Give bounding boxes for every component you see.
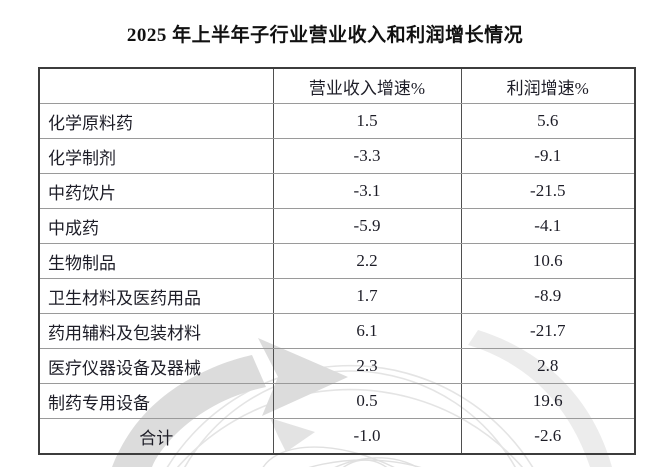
revenue-growth-value: 0.5: [272, 383, 462, 419]
profit-growth-value: 10.6: [460, 243, 636, 279]
row-label: 制药专用设备: [38, 383, 274, 419]
row-label: 中药饮片: [38, 173, 274, 209]
profit-growth-value: 19.6: [460, 383, 636, 419]
row-label-total: 合计: [38, 418, 274, 455]
row-label: 化学原料药: [38, 103, 274, 139]
profit-growth-value: 2.8: [460, 348, 636, 384]
row-label: 化学制剂: [38, 138, 274, 174]
revenue-growth-value: -5.9: [272, 208, 462, 244]
revenue-growth-value: -3.3: [272, 138, 462, 174]
table-row: 医疗仪器设备及器械 2.3 2.8: [38, 348, 636, 384]
profit-growth-value: -4.1: [460, 208, 636, 244]
table-row: 化学制剂 -3.3 -9.1: [38, 138, 636, 174]
revenue-growth-value: -3.1: [272, 173, 462, 209]
table-header-row: 营业收入增速% 利润增速%: [38, 67, 636, 104]
table-row: 卫生材料及医药用品 1.7 -8.9: [38, 278, 636, 314]
profit-growth-value: 5.6: [460, 103, 636, 139]
column-header-industry: [38, 67, 274, 104]
row-label: 药用辅料及包装材料: [38, 313, 274, 349]
profit-growth-value: -9.1: [460, 138, 636, 174]
profit-growth-value: -21.5: [460, 173, 636, 209]
column-header-revenue-growth: 营业收入增速%: [272, 67, 462, 104]
revenue-growth-value: 1.7: [272, 278, 462, 314]
profit-growth-total-value: -2.6: [460, 418, 636, 455]
revenue-growth-value: 2.3: [272, 348, 462, 384]
page-title: 2025 年上半年子行业营业收入和利润增长情况: [126, 25, 524, 46]
industry-growth-table: 营业收入增速% 利润增速% 化学原料药 1.5 5.6 化学制剂 -3.3 -9…: [38, 67, 636, 455]
revenue-growth-value: 1.5: [272, 103, 462, 139]
table-row: 药用辅料及包装材料 6.1 -21.7: [38, 313, 636, 349]
table-row: 制药专用设备 0.5 19.6: [38, 383, 636, 419]
table-row: 中成药 -5.9 -4.1: [38, 208, 636, 244]
table-row: 中药饮片 -3.1 -21.5: [38, 173, 636, 209]
table-row: 生物制品 2.2 10.6: [38, 243, 636, 279]
column-header-profit-growth: 利润增速%: [460, 67, 636, 104]
row-label: 中成药: [38, 208, 274, 244]
revenue-growth-value: 2.2: [272, 243, 462, 279]
table-row-total: 合计 -1.0 -2.6: [38, 418, 636, 455]
row-label: 卫生材料及医药用品: [38, 278, 274, 314]
row-label: 生物制品: [38, 243, 274, 279]
row-label: 医疗仪器设备及器械: [38, 348, 274, 384]
profit-growth-value: -8.9: [460, 278, 636, 314]
table-row: 化学原料药 1.5 5.6: [38, 103, 636, 139]
profit-growth-value: -21.7: [460, 313, 636, 349]
revenue-growth-total-value: -1.0: [272, 418, 462, 455]
revenue-growth-value: 6.1: [272, 313, 462, 349]
